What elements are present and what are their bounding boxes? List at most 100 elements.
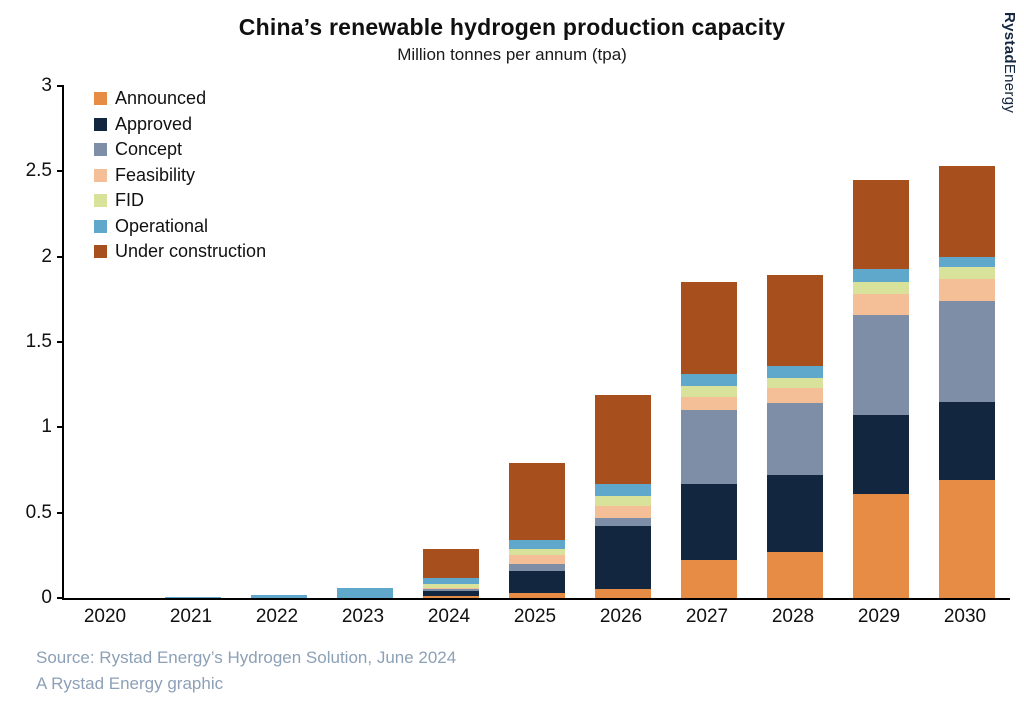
x-tick-label: 2025 — [513, 606, 557, 627]
x-tick-label: 2024 — [427, 606, 471, 627]
bar-segment-announced — [767, 551, 823, 598]
bar-segment-feasibility — [939, 278, 995, 302]
x-tick-label: 2021 — [169, 606, 213, 627]
legend-label: FID — [115, 190, 144, 210]
bar-slot-2027 — [666, 86, 752, 598]
legend-swatch-icon — [94, 143, 107, 156]
bar-segment-concept — [595, 517, 651, 527]
legend-label: Under construction — [115, 241, 267, 261]
stacked-bar-2024 — [423, 548, 479, 598]
legend-swatch-icon — [94, 117, 107, 131]
bar-segment-under-construction — [509, 463, 565, 541]
bar-segment-fid — [681, 386, 737, 397]
bar-segment-fid — [853, 282, 909, 295]
x-tick-label: 2022 — [255, 606, 299, 627]
x-tick-label: 2027 — [685, 606, 729, 627]
bar-segment-operational — [939, 256, 995, 267]
y-tick-label: 2.5 — [25, 160, 52, 182]
credit-line: A Rystad Energy graphic — [36, 674, 224, 693]
bar-segment-announced — [681, 560, 737, 598]
bar-segment-under-construction — [853, 179, 909, 269]
bar-segment-under-construction — [595, 394, 651, 484]
stacked-bar-2026 — [595, 394, 651, 598]
y-tick-label: 0 — [41, 587, 52, 608]
x-tick-label: 2028 — [771, 606, 815, 627]
x-tick-label: 2030 — [943, 606, 987, 627]
y-tick-label: 0.5 — [25, 501, 52, 523]
bar-segment-operational — [337, 587, 393, 598]
legend-label: Approved — [115, 113, 193, 134]
x-axis: 2020 2021 2022 2023 2024 2025 2026 2027 2028 2029… — [62, 606, 1008, 632]
legend-item-announced: Announced — [94, 88, 266, 109]
bar-slot-2022 — [236, 86, 322, 598]
stacked-bar-2028 — [767, 275, 823, 598]
bar-segment-under-construction — [681, 282, 737, 375]
bar-segment-operational — [251, 595, 307, 598]
logo-text-energy: Energy — [1001, 63, 1018, 114]
stacked-bar-2022 — [251, 595, 307, 598]
x-tick-label: 2023 — [341, 606, 385, 627]
stacked-bar-2030 — [939, 166, 995, 598]
bar-slot-2023 — [322, 86, 408, 598]
y-tick-mark — [57, 341, 64, 343]
bar-segment-operational — [509, 540, 565, 549]
chart-title: China’s renewable hydrogen production ca… — [238, 14, 786, 40]
bar-segment-announced — [595, 589, 651, 598]
bar-segment-approved — [767, 475, 823, 552]
bar-segment-concept — [939, 301, 995, 402]
bar-segment-concept — [681, 410, 737, 484]
bar-segment-fid — [595, 495, 651, 506]
bar-segment-announced — [853, 493, 909, 598]
legend-swatch-icon — [94, 219, 107, 233]
bar-segment-concept — [853, 314, 909, 416]
bar-slot-2029 — [838, 86, 924, 598]
legend-item-fid: FID — [94, 190, 266, 211]
bar-segment-under-construction — [423, 548, 479, 578]
bar-segment-feasibility — [423, 587, 479, 590]
bar-segment-operational — [595, 483, 651, 496]
legend-item-concept: Concept — [94, 139, 266, 160]
legend-label: Concept — [115, 139, 183, 159]
bar-segment-approved — [853, 415, 909, 494]
bar-segment-feasibility — [509, 555, 565, 564]
bar-segment-concept — [509, 563, 565, 571]
legend-item-operational: Operational — [94, 216, 266, 237]
bar-slot-2021 — [150, 86, 236, 598]
bar-segment-operational — [767, 365, 823, 378]
bar-segment-fid — [767, 377, 823, 389]
bar-slot-2028 — [752, 86, 838, 598]
bar-segment-approved — [423, 591, 479, 597]
bar-slot-2026 — [580, 86, 666, 598]
bar-segment-feasibility — [595, 505, 651, 518]
bar-segment-approved — [595, 526, 651, 590]
bar-segment-approved — [509, 570, 565, 593]
y-tick-mark — [57, 426, 64, 429]
legend-swatch-icon — [94, 245, 107, 258]
y-tick-mark — [57, 511, 64, 514]
bar-segment-operational — [165, 597, 221, 598]
legend-label: Announced — [115, 88, 207, 108]
bar-segment-fid — [509, 548, 565, 556]
legend-swatch-icon — [94, 92, 107, 105]
y-tick-mark — [57, 255, 64, 258]
bar-segment-under-construction — [767, 275, 823, 366]
bar-segment-fid — [423, 584, 479, 588]
bar-segment-concept — [423, 589, 479, 592]
legend-label: Feasibility — [115, 164, 196, 185]
stacked-bar-2029 — [853, 179, 909, 598]
y-tick-mark — [57, 85, 64, 87]
legend-item-under-construction: Under construction — [94, 241, 266, 262]
stacked-bar-2023 — [337, 587, 393, 598]
bar-segment-feasibility — [767, 388, 823, 404]
legend-swatch-icon — [94, 194, 107, 207]
bar-segment-operational — [423, 577, 479, 585]
bar-segment-announced — [423, 596, 479, 598]
bar-segment-feasibility — [681, 396, 737, 411]
chart-subtitle: Million tonnes per annum (tpa) — [397, 45, 627, 64]
bar-segment-announced — [939, 480, 995, 598]
y-axis: 0 0.5 1 1.5 2 2.5 3 — [0, 76, 52, 608]
logo-text-rystad: Rystad — [1001, 12, 1018, 64]
rystad-energy-logo: RystadEnergy — [1001, 12, 1018, 113]
bar-segment-approved — [939, 401, 995, 481]
